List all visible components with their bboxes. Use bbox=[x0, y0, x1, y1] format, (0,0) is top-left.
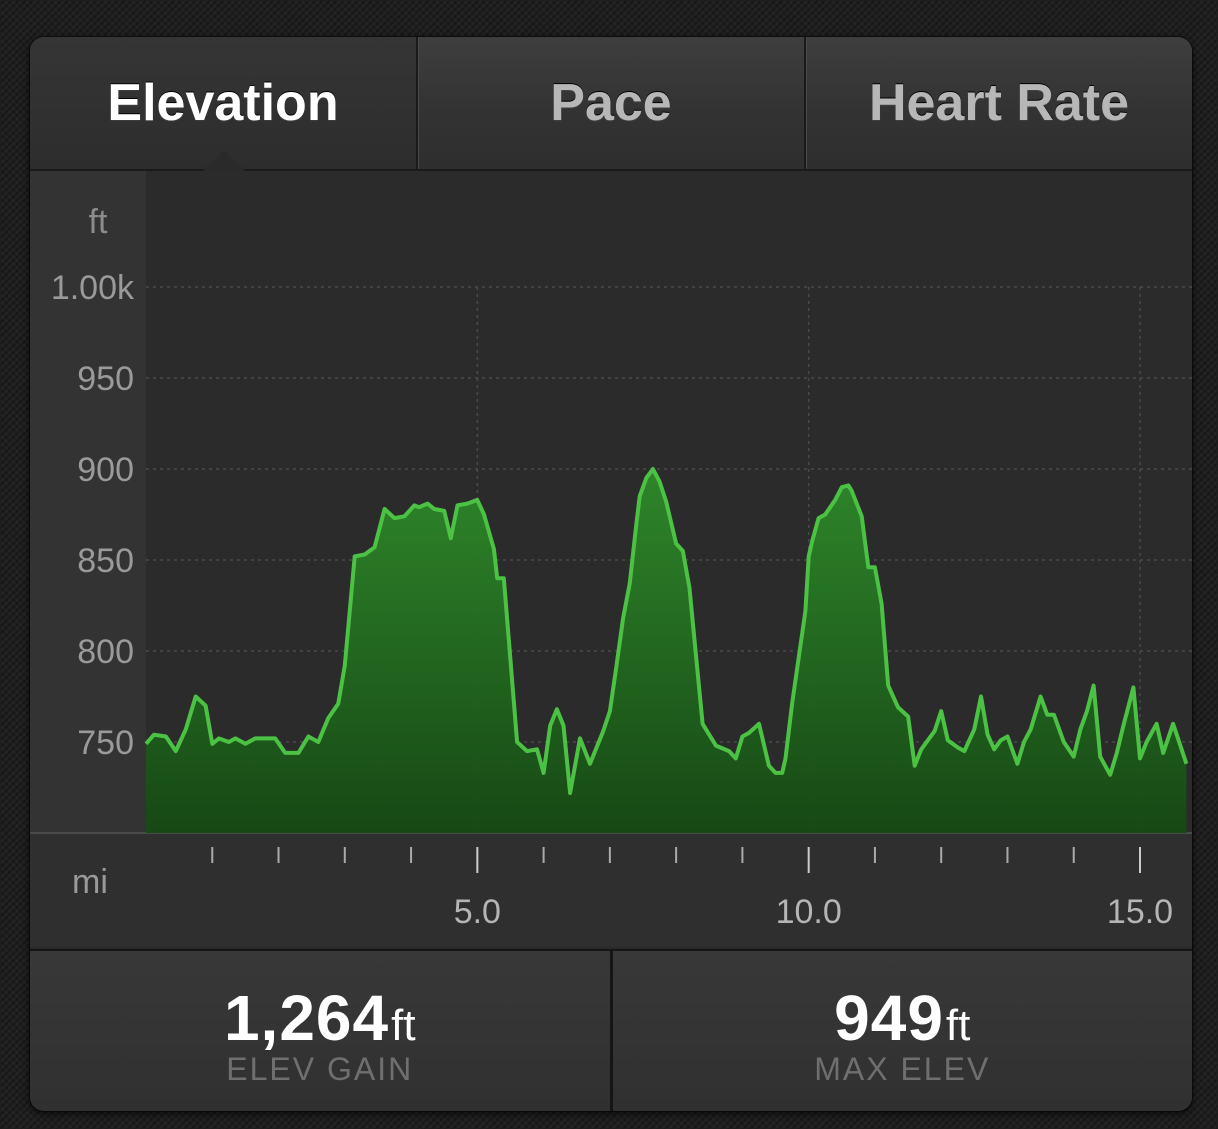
tab-pace[interactable]: Pace bbox=[416, 37, 804, 169]
y-axis-background bbox=[30, 171, 146, 833]
y-tick-label: 1.00k bbox=[51, 269, 135, 307]
y-axis-unit-label: ft bbox=[89, 203, 108, 241]
y-tick-label: 950 bbox=[77, 360, 134, 398]
max-elev-unit: ft bbox=[945, 1001, 971, 1050]
elev-gain-label: ELEV GAIN bbox=[226, 1051, 414, 1087]
stat-max-elev: 949ft MAX ELEV bbox=[609, 951, 1193, 1111]
elevation-card: Elevation Pace Heart Rate ft 1.00k 950 900 8… bbox=[30, 37, 1192, 1111]
tab-elevation-label: Elevation bbox=[107, 74, 339, 132]
elevation-chart: ft 1.00k 950 900 850 800 750 5.0 10.0 15.0 mi bbox=[30, 171, 1192, 947]
y-tick-label: 850 bbox=[77, 542, 134, 580]
active-tab-pointer bbox=[202, 150, 246, 172]
tab-heart-rate-label: Heart Rate bbox=[868, 74, 1130, 132]
chart-tab-bar: Elevation Pace Heart Rate bbox=[30, 37, 1192, 172]
x-axis-background bbox=[30, 833, 1192, 947]
tab-elevation[interactable]: Elevation bbox=[30, 37, 416, 172]
x-tick-label: 10.0 bbox=[776, 893, 842, 931]
max-elev-label: MAX ELEV bbox=[814, 1051, 991, 1087]
elev-gain-unit: ft bbox=[391, 1001, 416, 1050]
tab-heart-rate[interactable]: Heart Rate bbox=[804, 37, 1192, 169]
elev-gain-value: 1,264 bbox=[223, 982, 390, 1054]
stats-bar: 1,264ft ELEV GAIN 949ft MAX ELEV bbox=[30, 949, 1192, 1111]
x-tick-label: 5.0 bbox=[454, 893, 501, 931]
elevation-area bbox=[146, 469, 1187, 833]
tab-pace-label: Pace bbox=[550, 74, 672, 132]
max-elev-value: 949 bbox=[834, 982, 944, 1054]
x-axis-unit-label: mi bbox=[72, 863, 108, 901]
elevation-line bbox=[144, 467, 1189, 795]
y-tick-label: 750 bbox=[77, 724, 134, 762]
x-tick-label: 15.0 bbox=[1107, 893, 1173, 931]
y-tick-label: 800 bbox=[77, 633, 134, 671]
stat-elev-gain: 1,264ft ELEV GAIN bbox=[30, 951, 610, 1111]
y-tick-label: 900 bbox=[77, 451, 134, 489]
